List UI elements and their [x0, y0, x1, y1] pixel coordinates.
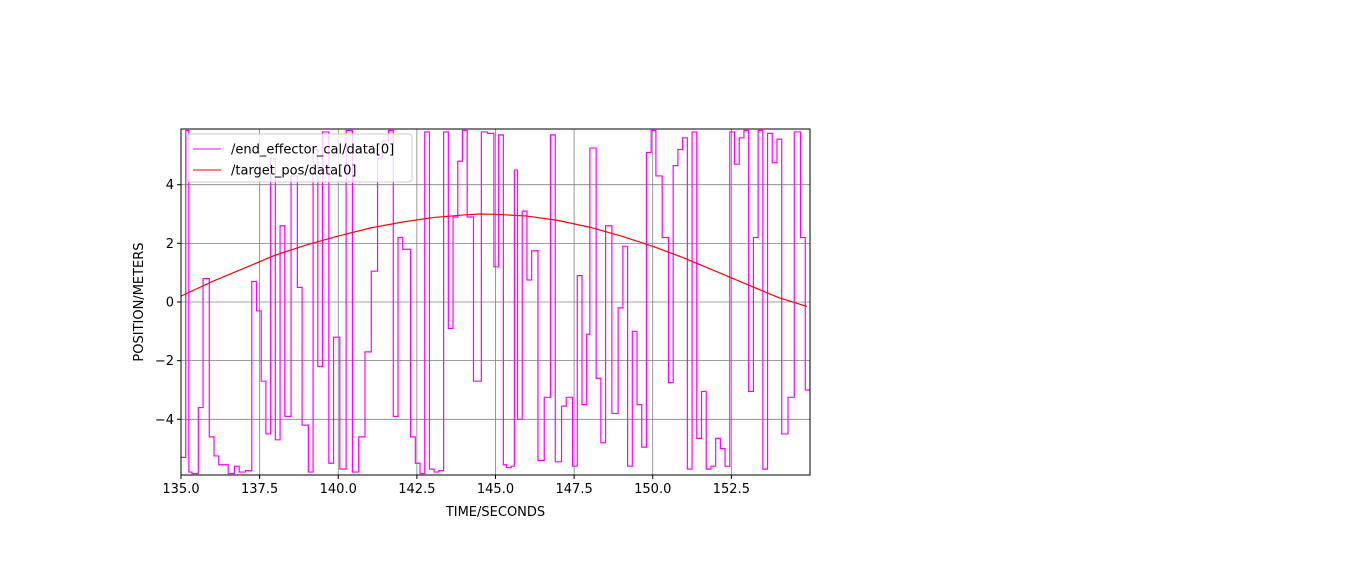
x-axis: 135.0 137.5 140.0 142.5 145.0 147.5 150.0 152.5 — [162, 475, 750, 497]
grid — [180, 129, 810, 475]
x-tick-label: 152.5 — [713, 482, 750, 497]
y-tick-label: 0 — [166, 296, 174, 311]
y-tick-label: 2 — [166, 237, 174, 252]
series-line-1 — [181, 213, 808, 307]
x-tick-label: 135.0 — [162, 482, 199, 497]
y-tick-label: −4 — [155, 413, 174, 428]
legend-box — [186, 133, 413, 183]
x-tick-label: 145.0 — [477, 482, 514, 497]
series-line-0 — [181, 129, 810, 475]
x-axis-label: TIME/SECONDS — [445, 505, 545, 520]
y-axis-label: POSITION/METERS — [132, 242, 147, 361]
x-tick-label: 142.5 — [398, 482, 435, 497]
x-tick-label: 147.5 — [556, 482, 593, 497]
legend-label-end-effector: /end_effector_cal/data[0] — [231, 143, 394, 158]
series-layer — [181, 129, 810, 475]
x-tick-label: 150.0 — [634, 482, 671, 497]
y-tick-label: −2 — [155, 354, 174, 369]
x-tick-label: 137.5 — [241, 482, 278, 497]
x-tick-label: 140.0 — [320, 482, 357, 497]
legend-label-target-pos: /target_pos/data[0] — [231, 164, 356, 179]
y-tick-label: 4 — [166, 178, 174, 193]
legend: /end_effector_cal/data[0] /target_pos/da… — [186, 133, 413, 183]
y-axis: −4 −2 0 2 4 — [155, 178, 181, 428]
